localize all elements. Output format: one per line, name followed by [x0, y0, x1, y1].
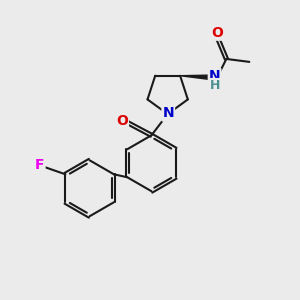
Text: N: N [162, 106, 174, 121]
Text: F: F [35, 158, 44, 172]
Polygon shape [180, 75, 208, 79]
Text: O: O [212, 26, 224, 40]
Text: O: O [116, 114, 128, 128]
Text: H: H [209, 79, 220, 92]
Text: N: N [209, 69, 220, 83]
